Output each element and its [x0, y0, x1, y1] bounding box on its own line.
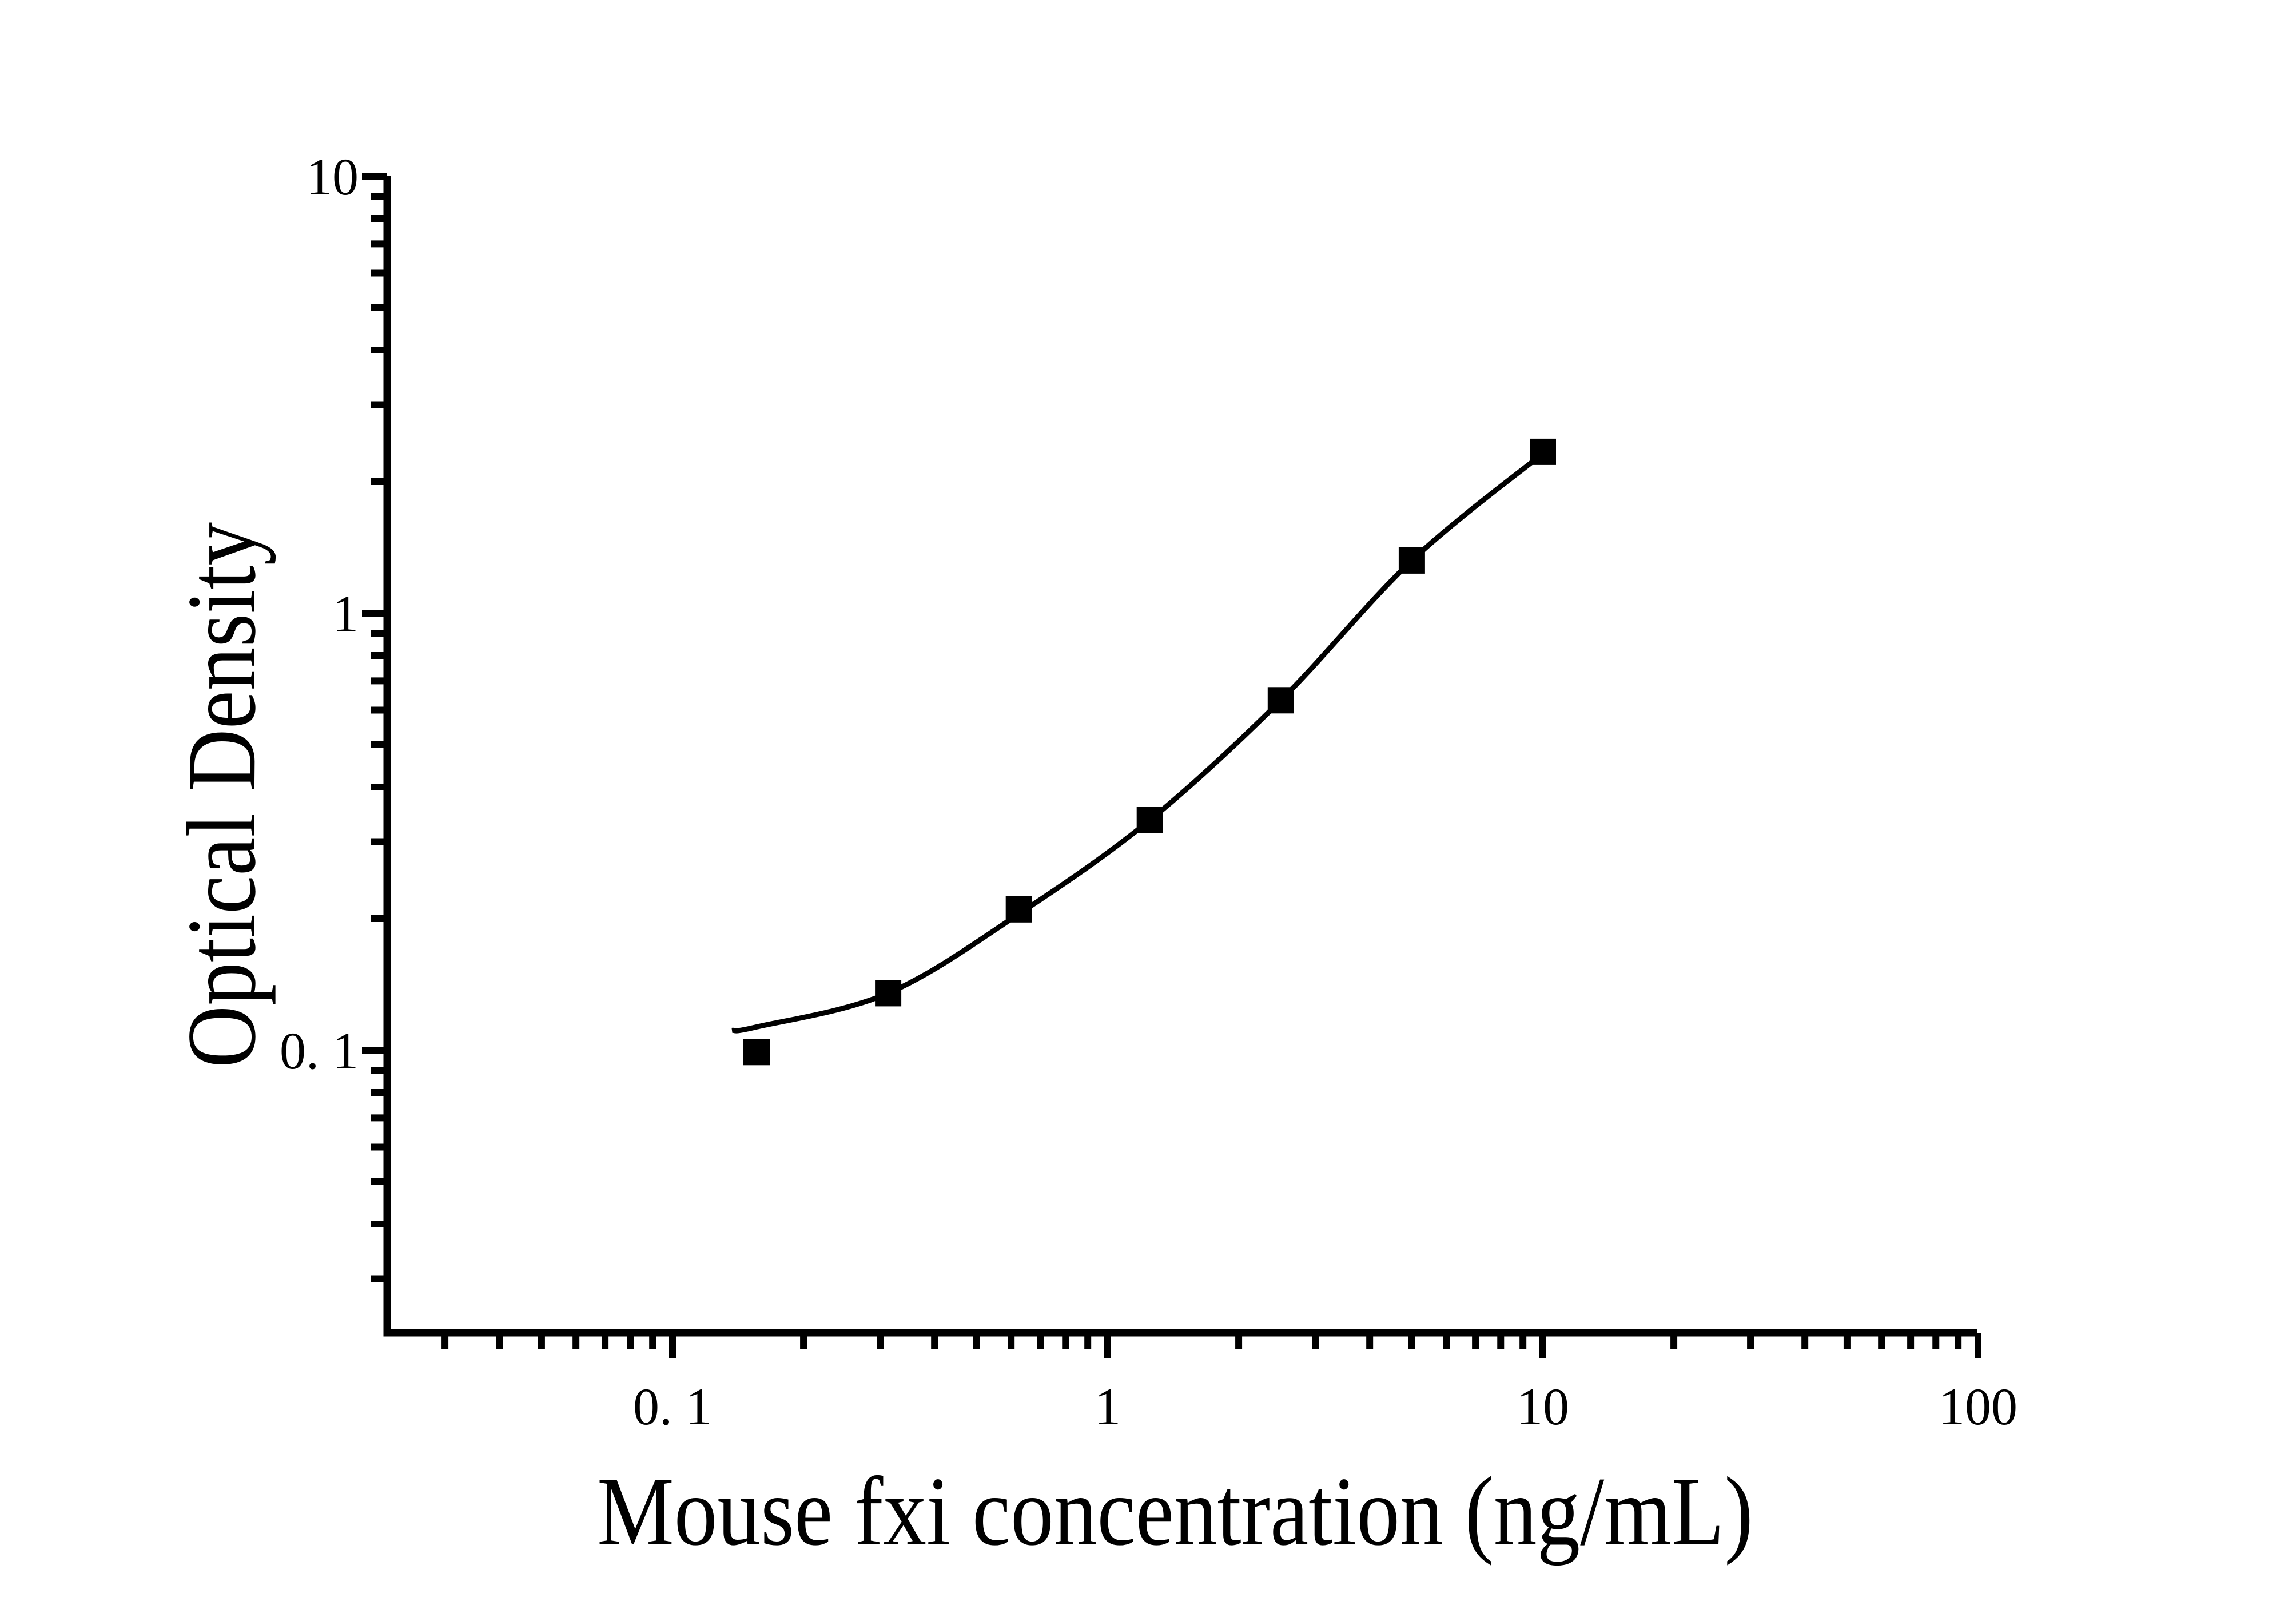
y-tick-label: 1	[332, 585, 359, 643]
data-point-marker	[1398, 547, 1425, 574]
data-point-marker	[875, 980, 902, 1007]
x-tick-label: 100	[1939, 1377, 2018, 1436]
x-axis-title: Mouse fxi concentration (ng/mL)	[597, 1457, 1753, 1566]
data-point-marker	[1136, 807, 1163, 833]
y-axis-title: Optical Density	[168, 522, 276, 1068]
data-point-marker	[743, 1039, 770, 1066]
x-tick-label: 1	[1095, 1377, 1121, 1436]
data-point-marker	[1267, 687, 1294, 714]
x-tick-label: 10	[1517, 1377, 1569, 1436]
data-point-marker	[1530, 438, 1556, 465]
data-point-marker	[1005, 896, 1032, 923]
y-tick-label: 10	[306, 148, 359, 206]
fitted-curve-path	[731, 451, 1545, 1034]
x-tick-label: 0. 1	[633, 1377, 712, 1436]
y-tick-label: 0. 1	[280, 1022, 359, 1080]
axis-spines	[383, 176, 1977, 1337]
